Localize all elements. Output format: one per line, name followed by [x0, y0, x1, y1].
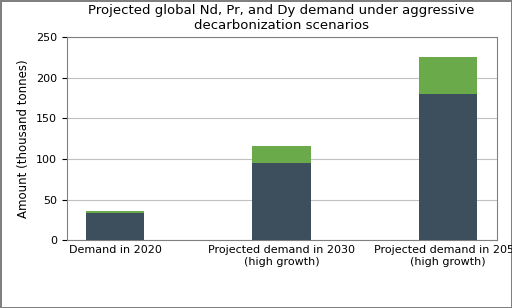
Y-axis label: Amount (thousand tonnes): Amount (thousand tonnes)	[17, 59, 30, 218]
Bar	[252, 163, 311, 240]
Bar	[419, 57, 477, 94]
Title: Projected global Nd, Pr, and Dy demand under aggressive
decarbonization scenario: Projected global Nd, Pr, and Dy demand u…	[89, 4, 475, 32]
Bar	[252, 146, 311, 163]
Bar	[86, 211, 144, 213]
Bar	[419, 94, 477, 240]
Bar	[86, 213, 144, 240]
